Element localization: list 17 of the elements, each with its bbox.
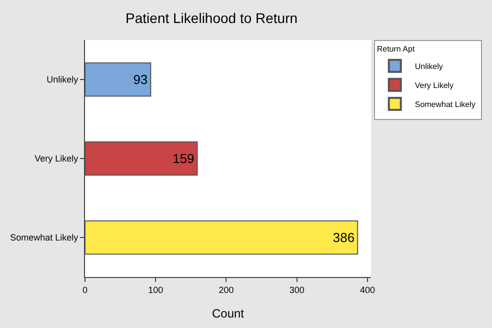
y-tick-label: Very Likely [34,154,79,164]
x-tick-label: 300 [289,284,304,295]
legend-label: Very Likely [414,81,454,90]
x-tick-label: 200 [218,284,234,295]
legend-label: Somewhat Likely [414,100,476,110]
x-axis-title: Count [212,306,245,321]
y-tick-label: Somewhat Likely [10,232,79,243]
chart-title: Patient Likelihood to Return [126,10,298,26]
data-label: 386 [332,230,355,245]
data-label: 159 [172,151,194,166]
x-tick-label: 0 [82,284,88,295]
legend-label: Unlikely [414,62,443,72]
legend-title: Return Apt [376,44,416,54]
data-label: 93 [133,72,148,87]
x-tick-label: 400 [360,284,375,295]
x-tick-label: 100 [148,284,164,295]
y-tick-label: Unlikely [46,74,79,85]
